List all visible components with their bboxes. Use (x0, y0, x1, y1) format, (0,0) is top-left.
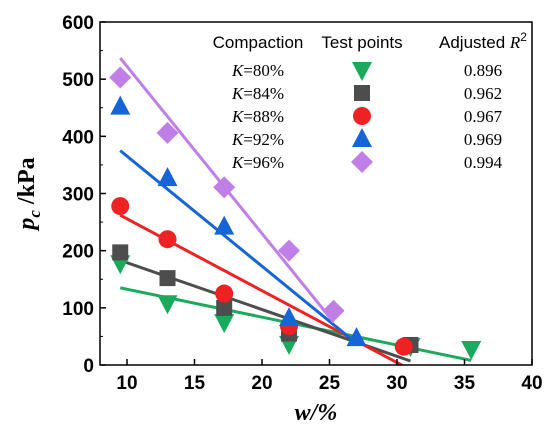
data-point-s2-1 (112, 244, 129, 261)
fit-line-4 (119, 149, 358, 345)
y-tick-label: 500 (62, 70, 94, 91)
data-point-s3-2 (158, 230, 177, 249)
y-tick-label: 300 (62, 185, 94, 206)
legend-marker-5 (351, 151, 373, 173)
legend-label-1: K=80% (231, 61, 284, 80)
legend-marker-1 (352, 62, 372, 81)
legend-label-3: K=88% (231, 107, 284, 126)
x-axis-title: w/% (295, 400, 338, 426)
x-tick-label: 30 (386, 373, 407, 394)
legend-header-compaction: Compaction (213, 33, 304, 52)
data-point-s5-4 (278, 239, 300, 262)
legend-r2-4: 0.969 (464, 130, 502, 149)
x-tick-label: 25 (319, 373, 341, 394)
legend-r2-5: 0.994 (464, 153, 503, 172)
data-point-s1-3 (214, 314, 235, 334)
x-tick-label: 10 (116, 373, 137, 394)
x-tick-label: 40 (521, 373, 542, 394)
data-point-s5-1 (109, 66, 132, 89)
legend-r2-1: 0.896 (464, 61, 502, 80)
data-point-s2-3 (216, 299, 233, 316)
legend-marker-3 (353, 107, 371, 125)
data-point-s5-2 (156, 121, 179, 144)
legend: Compaction Test points Adjusted R2 K=80% 0.8… (213, 30, 527, 173)
legend-header-test-points: Test points (321, 33, 402, 52)
data-point-s4-3 (214, 215, 235, 235)
data-point-s4-2 (157, 167, 178, 187)
legend-marker-2 (354, 85, 370, 101)
x-tick-label: 20 (251, 373, 272, 394)
legend-r2-3: 0.967 (464, 107, 503, 126)
x-tick-label: 35 (454, 373, 476, 394)
y-tick-label: 400 (62, 127, 94, 148)
legend-r2-2: 0.962 (464, 84, 502, 103)
data-point-s5-3 (213, 176, 236, 199)
data-point-s3-1 (111, 197, 130, 216)
data-point-s4-5 (346, 327, 367, 347)
data-point-s1-6 (461, 340, 482, 360)
data-points (109, 66, 482, 360)
data-point-s1-2 (157, 295, 178, 315)
legend-marker-4 (352, 128, 372, 147)
y-tick-label: 0 (83, 356, 94, 377)
data-point-s3-3 (215, 284, 234, 303)
data-point-s4-4 (279, 307, 299, 327)
fit-lines (119, 57, 472, 365)
legend-label-4: K=92% (231, 130, 284, 149)
legend-label-5: K=96% (231, 153, 284, 172)
data-point-s4-1 (110, 95, 131, 115)
y-tick-label: 200 (62, 242, 94, 263)
x-tick-label: 15 (184, 373, 206, 394)
data-point-s3-5 (394, 337, 413, 356)
legend-header-r2: Adjusted R2 (439, 30, 527, 52)
data-point-s2-2 (159, 270, 176, 287)
y-axis-title: pc /kPa (14, 157, 44, 231)
legend-label-2: K=84% (231, 84, 284, 103)
y-tick-label: 100 (62, 299, 94, 320)
data-point-s5-5 (322, 299, 345, 322)
y-tick-label: 600 (62, 13, 94, 34)
